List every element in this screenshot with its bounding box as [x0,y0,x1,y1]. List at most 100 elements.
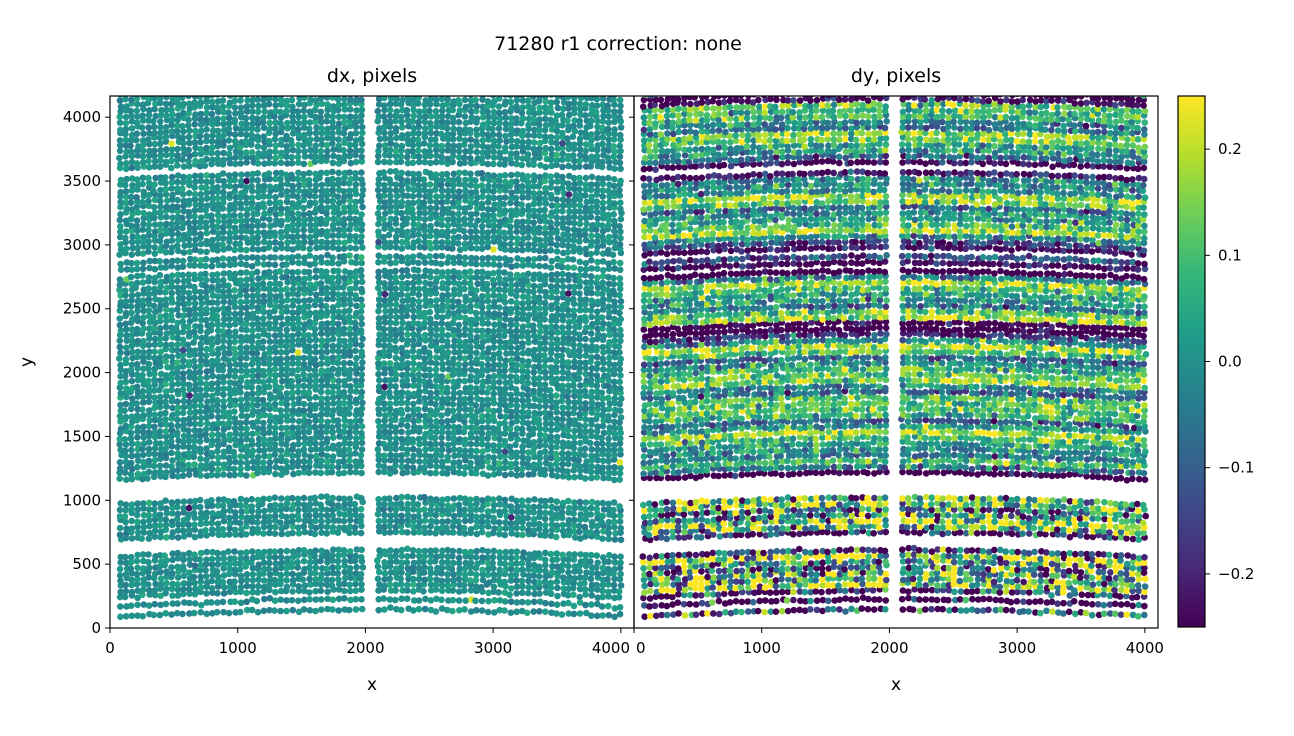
dx-point [186,403,193,411]
dx-point [185,300,193,307]
dx-point [329,524,337,531]
dx-point [467,608,475,615]
dx-point [346,269,354,277]
dx-point [530,352,538,359]
dx-point [317,417,325,424]
dx-point [392,457,399,465]
dx-point [358,320,366,328]
dx-point [415,575,423,583]
dx-point [426,232,434,240]
dx-point [524,397,532,404]
dx-point [295,399,303,407]
dx-point [415,564,423,572]
dx-point [559,283,567,291]
dx-point [156,325,164,332]
dx-point [495,571,503,579]
dx-point [277,596,285,603]
dx-point [605,535,612,543]
dx-point [594,290,601,297]
dx-point [616,241,624,248]
dx-point [461,240,469,248]
dx-point [565,276,572,284]
dx-point [340,411,348,419]
dx-point [358,469,365,477]
dx-point [250,464,257,472]
dx-point [358,254,365,261]
dx-point [174,443,181,451]
dx-point [484,239,492,246]
dx-point [226,234,233,242]
dx-point [163,579,170,587]
dx-point [341,587,348,595]
dx-point [403,285,411,292]
dx-point [507,246,515,254]
dx-point [583,569,590,576]
dx-point [512,460,520,467]
dx-point [531,338,539,346]
dx-point [485,310,492,317]
dx-point [427,359,435,366]
dx-point [472,402,480,409]
dx-point [375,587,382,594]
dx-point [151,365,158,373]
dx-point [611,553,618,560]
dx-point [271,261,279,269]
dx-point [254,513,262,520]
dx-point [330,407,337,414]
dx-point [301,451,308,459]
dx-point [541,497,549,505]
dx-point [140,511,148,519]
dx-point [174,364,182,371]
dx-point [174,257,181,265]
dx-point [209,277,217,284]
dx-point [490,571,498,578]
dx-point [191,271,198,279]
dx-point [174,581,182,588]
dx-point [180,432,188,440]
dx-point [255,275,262,282]
dx-point [249,254,256,261]
dx-point [312,254,320,262]
dx-point [386,495,393,502]
dx-point [588,257,595,264]
dx-point [443,524,450,532]
dx-point [386,382,394,390]
dx-point [542,324,549,331]
dx-point [600,320,607,327]
dx-point [317,581,325,588]
dx-point [249,571,257,578]
dx-point [541,345,549,353]
dx-point [616,476,623,483]
dx-point [433,394,441,402]
dx-point [358,586,365,593]
dx-point [445,279,452,287]
dx-point [415,259,422,267]
dx-point [260,338,267,345]
dx-point [278,234,285,241]
dx-point [174,359,181,366]
dx-point [168,463,175,470]
dx-point [191,315,199,323]
dx-point [438,378,446,386]
dx-point [570,372,578,379]
dx-point [278,399,285,407]
dx-point [220,403,228,411]
dx-point [317,512,325,519]
dx-point [525,339,532,346]
dx-point [329,442,337,450]
dx-point [139,319,146,327]
dx-point [467,373,475,380]
dx-point [266,553,273,561]
dx-point [219,328,227,335]
dx-point [295,608,303,616]
dx-point [139,393,147,401]
dx-point [116,459,124,466]
dx-point [559,527,567,535]
dx-point [531,346,538,354]
dx-point [208,599,215,606]
dx-point [450,423,458,431]
dx-point [404,553,411,560]
dx-point [243,254,250,262]
dx-point [237,253,245,261]
dx-point [306,564,313,571]
